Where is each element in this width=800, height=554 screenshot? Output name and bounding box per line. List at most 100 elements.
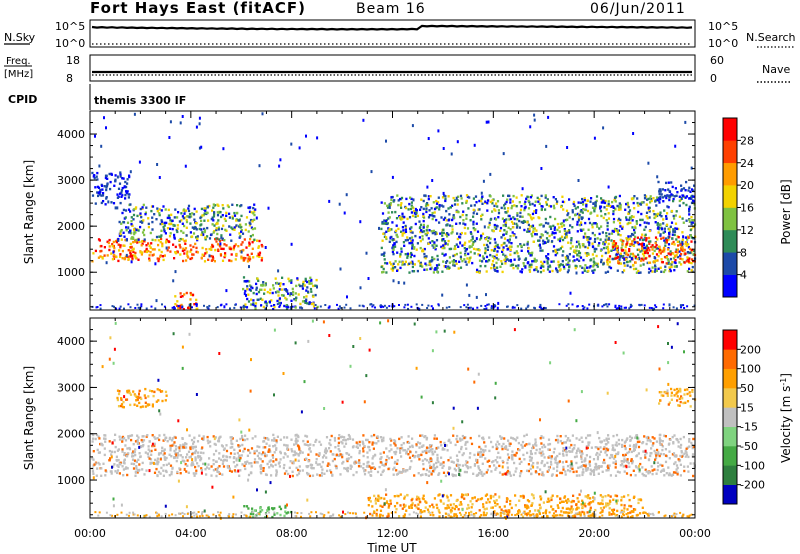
heatmap-cell	[380, 265, 383, 269]
heatmap-cell	[632, 469, 635, 472]
heatmap-cell	[252, 302, 255, 305]
heatmap-cell	[337, 444, 340, 447]
heatmap-cell	[440, 245, 443, 249]
heatmap-cell	[617, 261, 620, 264]
heatmap-cell	[636, 236, 639, 239]
heatmap-cell	[668, 195, 671, 198]
heatmap-cell	[478, 208, 481, 211]
heatmap-cell	[480, 214, 483, 218]
heatmap-cell	[453, 245, 457, 248]
heatmap-cell	[615, 307, 618, 310]
heatmap-cell	[545, 201, 548, 204]
heatmap-cell	[216, 214, 220, 217]
heatmap-cell	[442, 238, 445, 241]
heatmap-cell	[391, 265, 394, 268]
heatmap-cell	[583, 267, 586, 270]
heatmap-cell	[457, 245, 460, 248]
heatmap-cell	[607, 212, 610, 215]
heatmap-cell	[648, 261, 652, 264]
heatmap-cell	[172, 307, 175, 310]
heatmap-cell	[527, 247, 530, 250]
heatmap-cell	[290, 438, 293, 441]
heatmap-cell	[643, 243, 645, 246]
heatmap-cell	[151, 205, 155, 208]
heatmap-cell	[255, 292, 258, 296]
heatmap-cell	[212, 215, 216, 218]
heatmap-cell	[199, 451, 203, 454]
heatmap-cell	[632, 254, 635, 258]
heatmap-cell	[558, 303, 561, 306]
heatmap-cell	[606, 305, 609, 308]
heatmap-cell	[321, 468, 324, 471]
heatmap-cell	[141, 221, 144, 224]
heatmap-cell	[179, 246, 182, 249]
heatmap-cell	[642, 257, 645, 260]
heatmap-cell	[648, 206, 651, 210]
heatmap-cell	[672, 199, 675, 203]
heatmap-cell	[130, 462, 133, 465]
heatmap-cell	[654, 199, 657, 202]
heatmap-cell	[284, 296, 287, 300]
heatmap-cell	[104, 474, 107, 477]
heatmap-cell	[445, 444, 448, 447]
heatmap-cell	[508, 259, 511, 262]
heatmap-cell	[190, 445, 193, 448]
heatmap-cell	[160, 220, 164, 223]
heatmap-cell	[501, 250, 504, 253]
heatmap-cell	[640, 257, 643, 260]
heatmap-cell	[412, 247, 416, 250]
heatmap-cell	[442, 260, 445, 263]
heatmap-cell	[665, 239, 668, 242]
heatmap-cell	[497, 301, 500, 305]
heatmap-cell	[426, 185, 429, 189]
heatmap-cell	[253, 452, 256, 455]
heatmap-cell	[495, 443, 498, 446]
heatmap-cell	[481, 260, 484, 263]
heatmap-cell	[203, 219, 206, 222]
heatmap-cell	[635, 222, 638, 225]
heatmap-cell	[156, 207, 159, 210]
heatmap-cell	[506, 239, 509, 242]
heatmap-cell	[538, 448, 541, 451]
heatmap-cell	[552, 250, 555, 253]
heatmap-cell	[643, 228, 646, 231]
heatmap-cell	[686, 238, 689, 241]
heatmap-cell	[148, 254, 151, 257]
cpid-label: CPID	[8, 93, 37, 106]
heatmap-cell	[612, 210, 615, 213]
heatmap-cell	[213, 260, 216, 263]
heatmap-cell	[286, 444, 289, 447]
heatmap-cell	[490, 307, 493, 310]
heatmap-cell	[487, 226, 490, 229]
heatmap-cell	[687, 455, 690, 459]
heatmap-cell	[126, 473, 129, 477]
heatmap-cell	[546, 262, 549, 265]
heatmap-cell	[265, 442, 268, 445]
heatmap-cell	[676, 255, 680, 259]
heatmap-cell	[113, 463, 116, 466]
heatmap-cell	[628, 448, 632, 451]
heatmap-cell	[395, 240, 398, 244]
heatmap-cell	[260, 259, 263, 262]
heatmap-cell	[410, 459, 413, 463]
heatmap-cell	[612, 206, 615, 209]
heatmap-cell	[547, 438, 551, 441]
colorbar-segment	[723, 229, 737, 253]
heatmap-cell	[263, 436, 266, 440]
heatmap-cell	[304, 300, 308, 303]
heatmap-cell	[192, 253, 195, 256]
heatmap-cell	[653, 437, 656, 440]
heatmap-cell	[588, 460, 591, 463]
heatmap-cell	[521, 446, 524, 449]
heatmap-cell	[629, 439, 632, 442]
heatmap-cell	[577, 201, 580, 204]
heatmap-cell	[421, 235, 424, 238]
heatmap-cell	[464, 241, 467, 244]
heatmap-cell	[595, 468, 598, 471]
heatmap-cell	[283, 436, 286, 439]
heatmap-cell	[526, 305, 529, 308]
heatmap-cell	[315, 278, 318, 282]
heatmap-cell	[501, 217, 504, 220]
heatmap-cell	[427, 446, 430, 450]
heatmap-cell	[665, 262, 668, 265]
